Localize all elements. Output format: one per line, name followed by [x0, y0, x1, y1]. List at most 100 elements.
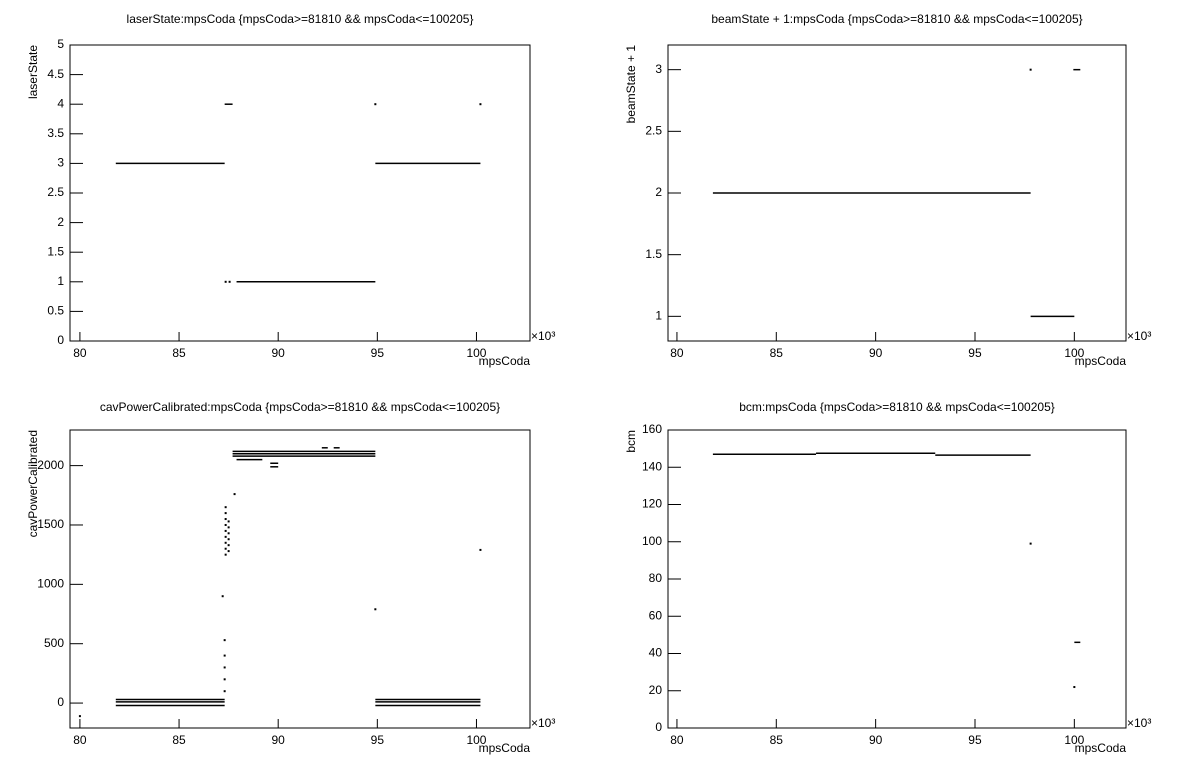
data-point [374, 103, 377, 106]
y-tick-label: 160 [642, 422, 662, 436]
data-point [1073, 686, 1076, 689]
y-tick-label: 2 [57, 215, 64, 229]
x-axis-label: mpsCoda [479, 741, 531, 755]
y-tick-label: 4.5 [47, 67, 64, 81]
data-point [479, 103, 482, 106]
data-point [224, 518, 227, 521]
y-tick-label: 500 [44, 636, 64, 650]
chart-title: cavPowerCalibrated:mpsCoda {mpsCoda>=818… [100, 400, 500, 414]
y-tick-label: 3 [57, 156, 64, 170]
x-tick-label: 80 [73, 346, 87, 360]
y-tick-label: 2 [655, 185, 662, 199]
x-tick-label: 90 [869, 733, 883, 747]
y-tick-label: 3.5 [47, 126, 64, 140]
x-tick-label: 95 [371, 346, 385, 360]
plot-frame [69, 429, 531, 729]
data-point [223, 654, 226, 657]
data-point [78, 715, 81, 718]
data-point [224, 535, 227, 538]
y-tick-label: 100 [642, 534, 662, 548]
data-point [224, 553, 227, 556]
data-point [374, 608, 377, 611]
x-tick-label: 100 [1064, 733, 1084, 747]
x-tick-label: 85 [172, 733, 186, 747]
chart-title: bcm:mpsCoda {mpsCoda>=81810 && mpsCoda<=… [739, 400, 1055, 414]
chart-title: beamState + 1:mpsCoda {mpsCoda>=81810 &&… [711, 12, 1082, 26]
x-axis-label: mpsCoda [1075, 741, 1127, 755]
data-point [227, 544, 230, 547]
x-tick-label: 90 [272, 733, 286, 747]
x-tick-label: 100 [466, 346, 486, 360]
data-point [233, 493, 236, 496]
data-point [224, 280, 227, 283]
chart-title: laserState:mpsCoda {mpsCoda>=81810 && mp… [127, 12, 474, 26]
data-point [227, 550, 230, 553]
y-tick-label: 2.5 [645, 124, 662, 138]
x-multiplier: ×10³ [531, 716, 555, 730]
y-tick-label: 1 [655, 309, 662, 323]
x-axis-label: mpsCoda [479, 354, 531, 368]
y-tick-label: 1.5 [645, 247, 662, 261]
x-tick-label: 80 [670, 733, 684, 747]
x-tick-label: 85 [172, 346, 186, 360]
y-tick-label: 60 [649, 608, 663, 622]
x-tick-label: 95 [371, 733, 385, 747]
data-point [224, 523, 227, 526]
data-point [227, 526, 230, 529]
data-point [228, 280, 231, 283]
x-multiplier: ×10³ [1127, 329, 1151, 343]
y-tick-label: 0 [57, 695, 64, 709]
data-point [223, 678, 226, 681]
plot-frame [667, 429, 1127, 729]
data-point [227, 532, 230, 535]
y-tick-label: 0.5 [47, 304, 64, 318]
y-tick-label: 3 [655, 62, 662, 76]
data-point [224, 541, 227, 544]
data-point [479, 548, 482, 551]
plot-frame [69, 44, 531, 342]
y-axis-label: cavPowerCalibrated [26, 430, 40, 537]
y-tick-label: 5 [57, 37, 64, 51]
y-tick-label: 20 [649, 683, 663, 697]
x-tick-label: 90 [272, 346, 286, 360]
data-point [224, 547, 227, 550]
x-tick-label: 90 [869, 346, 883, 360]
data-point [227, 538, 230, 541]
y-axis-label: laserState [26, 45, 40, 99]
y-tick-label: 2000 [37, 458, 64, 472]
data-point [224, 512, 227, 515]
data-point [221, 595, 224, 598]
x-multiplier: ×10³ [531, 329, 555, 343]
data-point [223, 690, 226, 693]
y-tick-label: 0 [57, 333, 64, 347]
y-tick-label: 40 [649, 646, 663, 660]
x-multiplier: ×10³ [1127, 716, 1151, 730]
y-tick-label: 140 [642, 459, 662, 473]
data-point [224, 506, 227, 509]
y-tick-label: 4 [57, 96, 64, 110]
y-tick-label: 1.5 [47, 244, 64, 258]
x-tick-label: 80 [670, 346, 684, 360]
y-tick-label: 120 [642, 497, 662, 511]
x-axis-label: mpsCoda [1075, 354, 1127, 368]
x-tick-label: 95 [968, 733, 982, 747]
data-point [1029, 68, 1032, 71]
data-point [227, 520, 230, 523]
x-tick-label: 85 [770, 346, 784, 360]
y-tick-label: 0 [655, 720, 662, 734]
x-tick-label: 95 [968, 346, 982, 360]
y-tick-label: 1 [57, 274, 64, 288]
y-tick-label: 80 [649, 571, 663, 585]
x-tick-label: 80 [73, 733, 87, 747]
y-tick-label: 2.5 [47, 185, 64, 199]
y-tick-label: 1000 [37, 577, 64, 591]
data-point [223, 666, 226, 669]
x-tick-label: 100 [1064, 346, 1084, 360]
y-axis-label: beamState + 1 [624, 45, 638, 124]
x-tick-label: 100 [466, 733, 486, 747]
data-point [1029, 542, 1032, 545]
y-axis-label: bcm [624, 430, 638, 453]
x-tick-label: 85 [770, 733, 784, 747]
data-point [223, 639, 226, 642]
